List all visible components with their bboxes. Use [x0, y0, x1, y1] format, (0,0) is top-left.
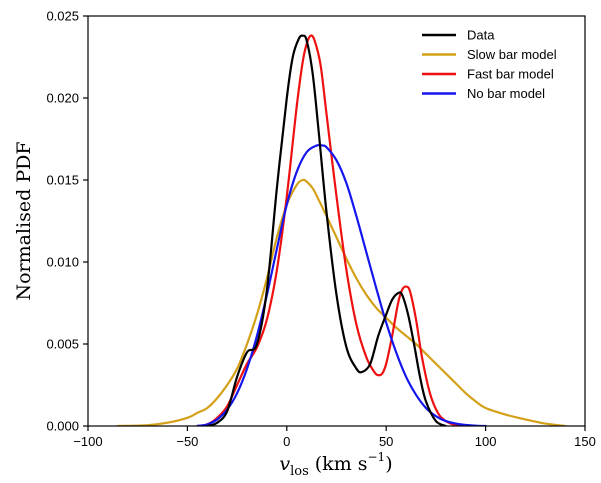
- axes-layer: −100 −50 0 50 100 150 0.000 0.005 0.010 0.015 0.02…: [46, 9, 595, 450]
- x-axis-symbol: v: [279, 453, 290, 475]
- legend: Data Slow bar model Fast bar model No bar m…: [422, 28, 557, 101]
- x-axis-subscript: los: [290, 464, 309, 479]
- x-tick-label: −50: [176, 434, 198, 449]
- legend-label: Slow bar model: [467, 47, 557, 62]
- x-tick-label: −100: [73, 434, 102, 449]
- legend-label: Fast bar model: [467, 67, 554, 82]
- series-line-fast-bar-model: [196, 34, 467, 426]
- plot-frame: [87, 15, 586, 427]
- y-tick-label: 0.010: [46, 255, 79, 270]
- y-tick-label: 0.015: [46, 173, 79, 188]
- x-tick-label: 100: [475, 434, 497, 449]
- x-tick-label: 150: [574, 434, 596, 449]
- x-tick-label: 0: [283, 434, 290, 449]
- y-tick-label: 0.020: [46, 91, 79, 106]
- series-layer: [116, 34, 567, 426]
- x-axis-unit-close: ): [385, 453, 392, 475]
- y-tick-label: 0.005: [46, 337, 79, 352]
- x-tick-label: 50: [379, 434, 393, 449]
- y-tick-label: 0.025: [46, 9, 79, 24]
- series-line-no-bar-model: [196, 143, 487, 426]
- legend-label: No bar model: [467, 86, 545, 101]
- y-tick-label: 0.000: [46, 419, 79, 434]
- legend-label: Data: [467, 28, 495, 43]
- x-axis-title: vlos (km s−1): [279, 450, 392, 479]
- x-axis-exponent: −1: [368, 450, 386, 464]
- series-line-slow-bar-model: [116, 178, 567, 426]
- x-axis-unit-open: (km s: [315, 453, 368, 475]
- series-line-data: [206, 34, 447, 426]
- y-axis-title: Normalised PDF: [13, 141, 35, 300]
